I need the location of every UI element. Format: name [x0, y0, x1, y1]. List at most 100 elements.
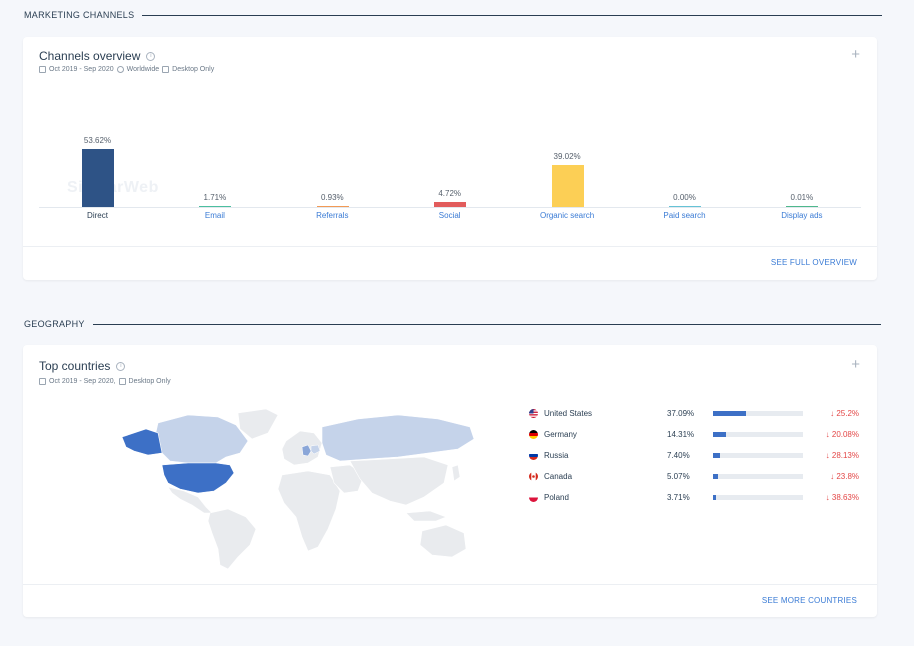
world-map	[121, 408, 475, 570]
device-filter: Desktop Only	[172, 66, 215, 73]
country-share: 3.71%	[667, 493, 690, 502]
map-africa	[277, 470, 341, 552]
channel-value: 0.93%	[320, 192, 344, 202]
map-middle-east	[329, 464, 365, 494]
channel-label[interactable]: Email	[204, 211, 225, 220]
section-title: MARKETING CHANNELS	[24, 10, 135, 20]
channel-label[interactable]: Referrals	[316, 211, 349, 220]
map-russia	[321, 414, 475, 462]
channel-value: 1.71%	[203, 192, 227, 202]
see-full-overview-link[interactable]: SEE FULL OVERVIEW	[770, 258, 857, 267]
card-divider	[23, 246, 877, 247]
map-usa	[161, 462, 235, 494]
desktop-icon	[118, 378, 126, 385]
country-share: 7.40%	[667, 451, 690, 460]
desktop-icon	[162, 66, 170, 73]
device-filter: Desktop Only	[128, 378, 171, 385]
channel-value: 0.00%	[673, 192, 696, 202]
channel-bar[interactable]	[82, 149, 114, 207]
card-title-text: Top countries	[39, 359, 111, 373]
country-share: 5.07%	[667, 472, 690, 481]
card-title: Top countries i	[39, 359, 126, 373]
calendar-icon	[39, 378, 46, 385]
map-canada	[153, 414, 249, 464]
filter-meta: Oct 2019 - Sep 2020 Worldwide Desktop On…	[39, 66, 214, 73]
country-name[interactable]: Canada	[544, 472, 573, 481]
map-germany	[301, 444, 312, 457]
country-name[interactable]: United States	[544, 409, 593, 418]
channel-value: 0.01%	[790, 192, 814, 202]
channel-value: 4.72%	[438, 188, 462, 198]
country-change: ↓ 23.8%	[830, 472, 859, 481]
date-range: Oct 2019 - Sep 2020,	[49, 378, 116, 385]
chart-baseline	[39, 207, 861, 208]
share-bar-fill	[713, 495, 717, 500]
channel-bar[interactable]	[434, 201, 467, 207]
globe-icon	[116, 66, 124, 73]
map-mexico	[167, 486, 213, 514]
ca-flag-icon	[529, 472, 538, 481]
de-flag-icon	[529, 430, 538, 439]
country-name[interactable]: Poland	[544, 493, 569, 502]
channel-bar[interactable]	[551, 164, 584, 207]
country-name[interactable]: Russia	[544, 451, 569, 460]
country-row[interactable]: Russia 7.40% ↓ 28.13%	[529, 450, 859, 462]
channel-display-ads: 0.01% Display ads	[743, 122, 860, 222]
share-bar-track	[713, 495, 803, 500]
share-bar-fill	[713, 453, 720, 458]
channel-bar[interactable]	[786, 205, 819, 207]
channels-chart: SimilarWeb 53.62%Direct1.71%Email0.93%Re…	[39, 122, 861, 222]
map-greenland	[237, 408, 279, 440]
map-poland	[310, 444, 321, 455]
country-row[interactable]: Germany 14.31% ↓ 20.08%	[529, 429, 859, 441]
country-change: ↓ 38.63%	[825, 493, 859, 502]
section-title: GEOGRAPHY	[24, 319, 85, 329]
date-range: Oct 2019 - Sep 2020	[49, 66, 114, 73]
country-name[interactable]: Germany	[544, 430, 577, 439]
geography-header: GEOGRAPHY	[24, 319, 881, 329]
card-divider	[23, 584, 877, 585]
country-row[interactable]: Poland 3.71% ↓ 38.63%	[529, 492, 859, 504]
channel-referrals: 0.93% Referrals	[274, 122, 391, 222]
filter-meta: Oct 2019 - Sep 2020, Desktop Only	[39, 378, 171, 385]
channel-bar[interactable]	[199, 205, 232, 207]
map-asia	[349, 456, 449, 506]
country-row[interactable]: United States 37.09% ↓ 25.2%	[529, 408, 859, 420]
country-change: ↓ 25.2%	[830, 409, 859, 418]
section-divider	[142, 14, 883, 16]
ru-flag-icon	[529, 451, 538, 460]
channel-paid-search: 0.00% Paid search	[626, 122, 743, 222]
info-icon[interactable]: i	[116, 361, 126, 371]
map-alaska	[121, 428, 163, 456]
calendar-icon	[39, 66, 46, 73]
map-south-america	[207, 508, 257, 570]
top-countries-card: Top countries i + Oct 2019 - Sep 2020, D…	[23, 345, 877, 617]
plus-icon[interactable]: +	[851, 356, 860, 373]
channel-label[interactable]: Organic search	[539, 211, 595, 220]
info-icon[interactable]: i	[146, 51, 156, 61]
share-bar-track	[713, 474, 803, 479]
plus-icon[interactable]: +	[851, 46, 860, 63]
share-bar-fill	[713, 411, 747, 416]
map-japan	[451, 464, 461, 482]
pl-flag-icon	[529, 493, 538, 502]
channel-direct: 53.62% Direct	[39, 122, 156, 222]
channel-label[interactable]: Display ads	[781, 211, 823, 220]
channel-organic-search: 39.02% Organic search	[509, 122, 626, 222]
share-bar-track	[713, 432, 803, 437]
region: Worldwide	[126, 66, 160, 73]
map-australia	[419, 524, 467, 558]
share-bar-fill	[713, 474, 718, 479]
country-share: 14.31%	[667, 430, 695, 439]
share-bar-track	[713, 453, 803, 458]
channel-bar[interactable]	[669, 205, 701, 207]
card-title: Channels overview i	[39, 49, 156, 63]
channel-label[interactable]: Social	[438, 211, 461, 220]
channel-social: 4.72% Social	[391, 122, 508, 222]
channel-label[interactable]: Paid search	[663, 211, 706, 220]
see-more-countries-link[interactable]: SEE MORE COUNTRIES	[761, 596, 857, 605]
share-bar-track	[713, 411, 803, 416]
channel-value: 39.02%	[553, 151, 581, 161]
channel-bar[interactable]	[316, 205, 349, 207]
country-row[interactable]: Canada 5.07% ↓ 23.8%	[529, 471, 859, 483]
